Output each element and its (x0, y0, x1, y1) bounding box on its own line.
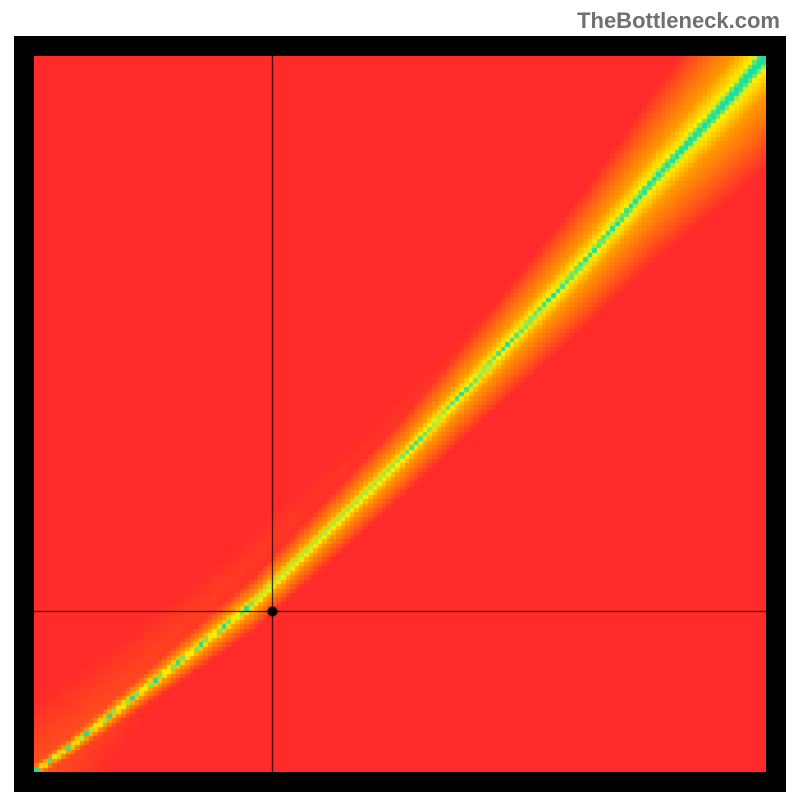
crosshair-overlay (34, 56, 766, 772)
plot-frame (14, 36, 786, 792)
chart-container: TheBottleneck.com (0, 0, 800, 800)
watermark-text: TheBottleneck.com (577, 8, 780, 34)
